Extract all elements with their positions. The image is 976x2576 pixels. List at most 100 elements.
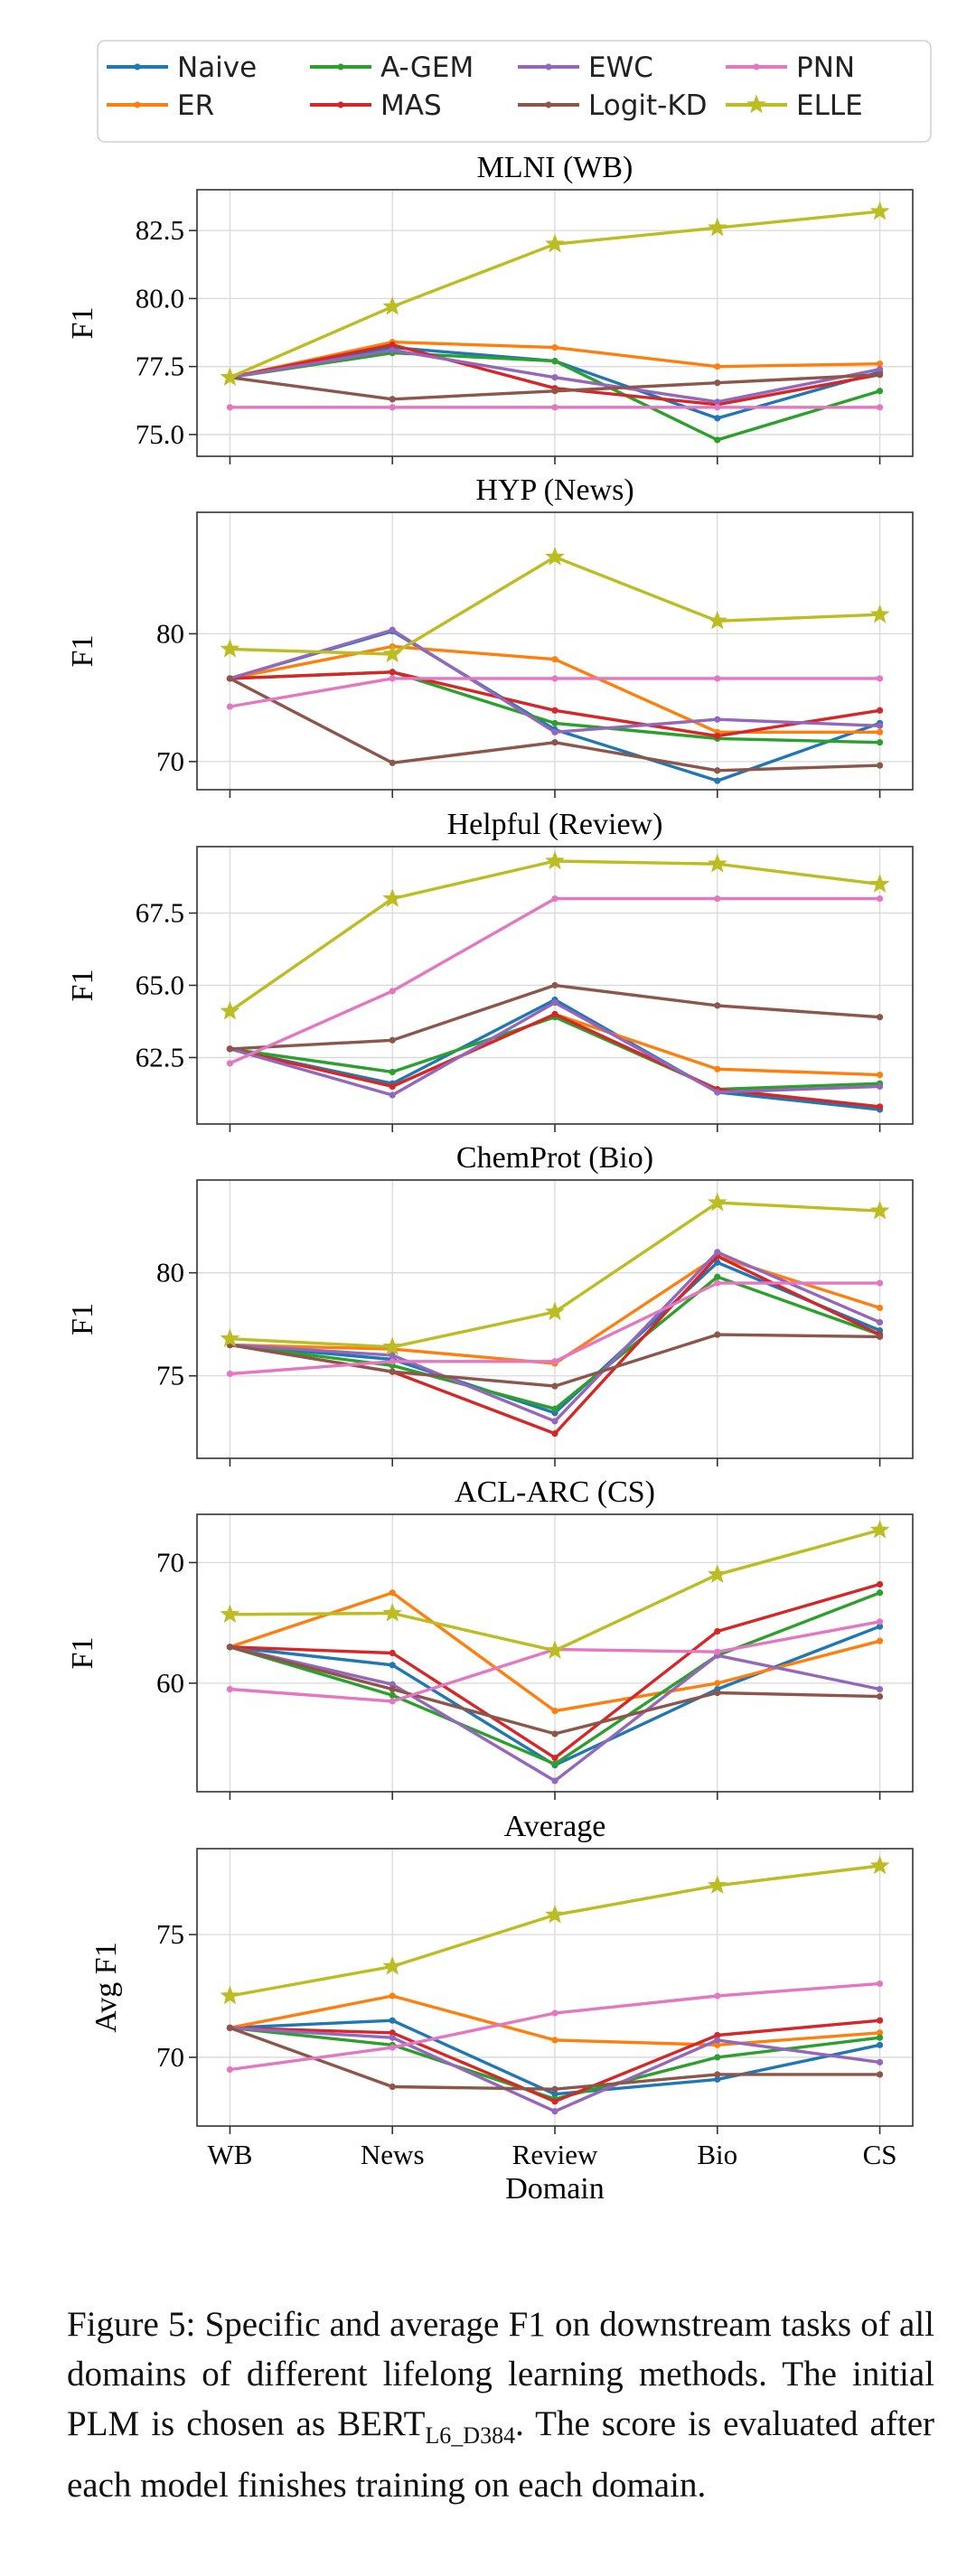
- legend-item-a-gem: A-GEM: [310, 52, 474, 84]
- legend-label-pnn: PNN: [796, 52, 855, 84]
- point-a-gem-3: [714, 1273, 721, 1280]
- point-elle-3: [707, 610, 727, 630]
- point-a-gem-2: [551, 358, 558, 365]
- series-pnn-mlni-wb: [226, 404, 884, 411]
- point-elle-3: [707, 1564, 727, 1583]
- panel-title-mlni-wb: MLNI (WB): [477, 151, 633, 184]
- point-a-gem-4: [876, 739, 884, 746]
- point-er-2: [551, 656, 558, 663]
- point-elle-4: [869, 874, 890, 893]
- plot-frame-mlni-wb: [196, 189, 914, 457]
- caption-text-end: . The score is evaluated after each mode…: [67, 2404, 934, 2505]
- point-mas-2: [551, 1010, 558, 1018]
- point-pnn-3: [714, 404, 721, 411]
- ytick-label-1: 70: [156, 1546, 184, 1578]
- point-logit-kd-3: [714, 379, 721, 387]
- point-a-gem-2: [551, 1405, 558, 1412]
- point-ewc-4: [876, 1685, 884, 1693]
- ytick-label-0: 70: [156, 745, 184, 777]
- point-a-gem-4: [876, 2034, 884, 2041]
- point-mas-3: [714, 2031, 721, 2039]
- point-pnn-0: [226, 703, 234, 710]
- point-ewc-3: [714, 398, 721, 406]
- point-ewc-2: [551, 728, 558, 735]
- series-logit-kd-hyp-news: [226, 675, 884, 774]
- point-logit-kd-0: [226, 2024, 234, 2031]
- series-elle-hyp-news: [220, 547, 890, 663]
- panel-mlni-wb: MLNI (WB) 75.0 77.5 80.0 82.5 F1: [66, 151, 914, 464]
- point-ewc-3: [714, 2037, 721, 2044]
- legend-item-elle: ELLE: [726, 89, 863, 122]
- legend-item-mas: MAS: [310, 89, 442, 122]
- point-pnn-4: [876, 1980, 884, 1988]
- ytick-label-2: 80.0: [136, 282, 184, 314]
- series-pnn-hyp-news: [226, 675, 884, 710]
- plot-frame-average: [196, 1848, 914, 2127]
- ytick-label-0: 62.5: [136, 1041, 184, 1073]
- panel-title-average: Average: [504, 1810, 606, 1843]
- point-pnn-legend: [753, 63, 760, 70]
- point-elle-4: [869, 1855, 890, 1875]
- point-logit-kd-1: [389, 1685, 396, 1693]
- point-elle-1: [382, 888, 403, 907]
- ytick-label-1: 77.5: [136, 351, 184, 382]
- panel-helpful-review: Helpful (Review) 62.5 65.0 67.5 F1: [66, 808, 914, 1132]
- point-logit-kd-2: [551, 739, 558, 746]
- point-naive-1: [389, 1662, 396, 1669]
- point-logit-kd-0: [226, 1045, 234, 1053]
- point-er-3: [714, 363, 721, 370]
- series-elle-mlni-wb: [220, 201, 890, 386]
- legend-item-er: ER: [107, 89, 214, 122]
- point-naive-3: [714, 1259, 721, 1266]
- point-er-2: [551, 2037, 558, 2044]
- xtick-label-cs: CS: [863, 2139, 897, 2170]
- point-er-2: [551, 1707, 558, 1715]
- series-er-acl-arc-cs: [226, 1589, 884, 1715]
- ylabel-mlni-wb: F1: [66, 307, 99, 340]
- ytick-label-0: 75.0: [136, 418, 184, 450]
- point-a-gem-3: [714, 2054, 721, 2061]
- point-elle-0: [220, 1328, 240, 1347]
- caption-text-start: Figure 5: Specific and average F1 on dow…: [67, 2305, 934, 2443]
- point-logit-kd-1: [389, 759, 396, 766]
- point-pnn-3: [714, 675, 721, 682]
- series-elle-helpful-review: [220, 850, 890, 1020]
- point-logit-kd-legend: [545, 101, 552, 108]
- point-er-2: [551, 343, 558, 351]
- point-pnn-0: [226, 2065, 234, 2074]
- xtick-label-bio: Bio: [697, 2139, 737, 2170]
- point-logit-kd-2: [551, 388, 558, 395]
- chart-legend: Naive ER A-GEM MAS EWC Logit-KD PNN ELLE: [97, 40, 932, 143]
- point-pnn-0: [226, 1370, 234, 1378]
- point-mas-1: [389, 669, 396, 676]
- point-er-1: [389, 1992, 396, 2000]
- panel-average: Average 70 75 Avg F1 WB News Review Bio CS Domain: [89, 1810, 914, 2206]
- point-pnn-4: [876, 675, 884, 682]
- point-elle-0: [220, 1985, 240, 2005]
- ylabel-helpful-review: F1: [66, 970, 99, 1002]
- point-elle-0: [220, 1604, 240, 1624]
- point-ewc-1: [389, 1681, 396, 1688]
- point-logit-kd-1: [389, 396, 396, 403]
- legend-item-naive: Naive: [107, 52, 257, 84]
- point-logit-kd-0: [226, 675, 234, 682]
- point-ewc-2: [551, 1777, 558, 1784]
- point-pnn-4: [876, 404, 884, 411]
- ylabel-chemprot-bio: F1: [66, 1303, 99, 1335]
- point-ewc-4: [876, 1318, 884, 1326]
- series-naive-average: [226, 2017, 884, 2098]
- point-a-gem-2: [551, 719, 558, 727]
- point-logit-kd-4: [876, 1692, 884, 1700]
- legend-label-elle: ELLE: [796, 89, 863, 122]
- point-a-gem-1: [389, 1068, 396, 1076]
- point-naive-4: [876, 1623, 884, 1630]
- panel-acl-arc-cs: ACL-ARC (CS) 60 70 F1: [66, 1475, 914, 1800]
- point-logit-kd-4: [876, 1333, 884, 1340]
- point-elle-4: [869, 1200, 890, 1220]
- point-pnn-3: [714, 1992, 721, 2000]
- legend-label-mas: MAS: [380, 89, 442, 122]
- point-pnn-3: [714, 895, 721, 903]
- plot-frame-chemprot-bio: [196, 1179, 914, 1459]
- xtick-label-review: Review: [512, 2139, 598, 2170]
- legend-label-er: ER: [177, 89, 214, 122]
